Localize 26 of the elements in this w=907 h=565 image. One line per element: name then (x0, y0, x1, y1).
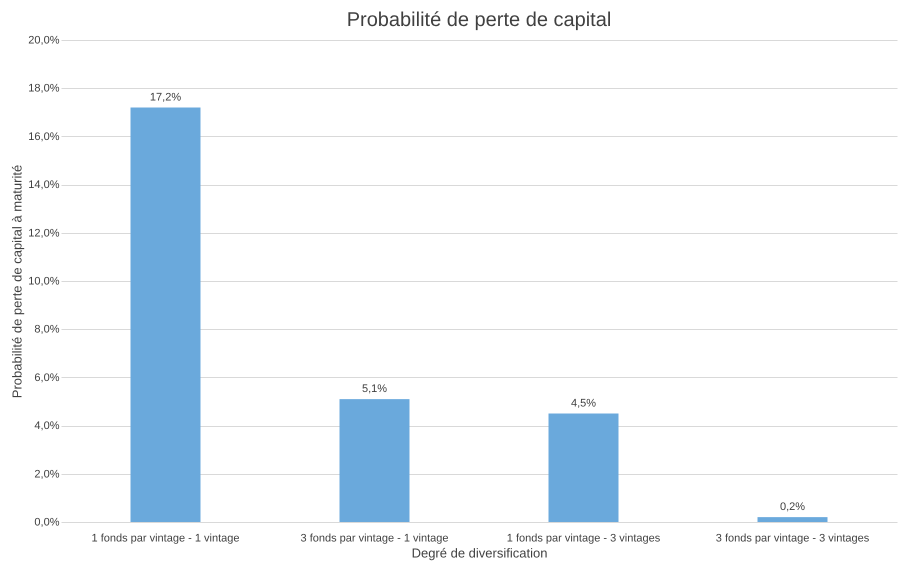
y-axis-title: Probabilité de perte de capital à maturité (9, 164, 24, 398)
y-tick-label: 14,0% (28, 179, 60, 192)
x-tick-label: 1 fonds par vintage - 3 vintages (506, 532, 661, 544)
y-tick-label: 4,0% (34, 420, 60, 432)
y-tick-label: 8,0% (34, 324, 60, 336)
y-tick-label: 2,0% (34, 468, 60, 480)
data-label: 17,2% (150, 91, 182, 104)
y-tick-label: 16,0% (28, 130, 60, 143)
data-label: 5,1% (362, 383, 388, 396)
y-tick-label: 12,0% (28, 227, 60, 240)
y-tick-label: 6,0% (34, 372, 60, 384)
chart-title: Probabilité de perte de capital (346, 9, 612, 31)
y-tick-label: 20,0% (28, 34, 60, 46)
bar (758, 517, 828, 522)
bar (130, 107, 200, 522)
data-label: 0,2% (780, 501, 806, 514)
x-tick-label: 3 fonds par vintage - 1 vintage (300, 532, 448, 544)
y-tick-label: 0,0% (34, 516, 60, 528)
y-tick-label: 10,0% (28, 276, 60, 288)
bar (548, 414, 618, 522)
x-axis-title: Degré de diversification (412, 546, 548, 560)
bar (340, 399, 410, 522)
y-tick-label: 18,0% (28, 82, 60, 95)
x-tick-label: 3 fonds par vintage - 3 vintages (716, 532, 870, 544)
x-tick-label: 1 fonds par vintage - 1 vintage (92, 532, 240, 544)
data-label: 4,5% (570, 398, 596, 410)
